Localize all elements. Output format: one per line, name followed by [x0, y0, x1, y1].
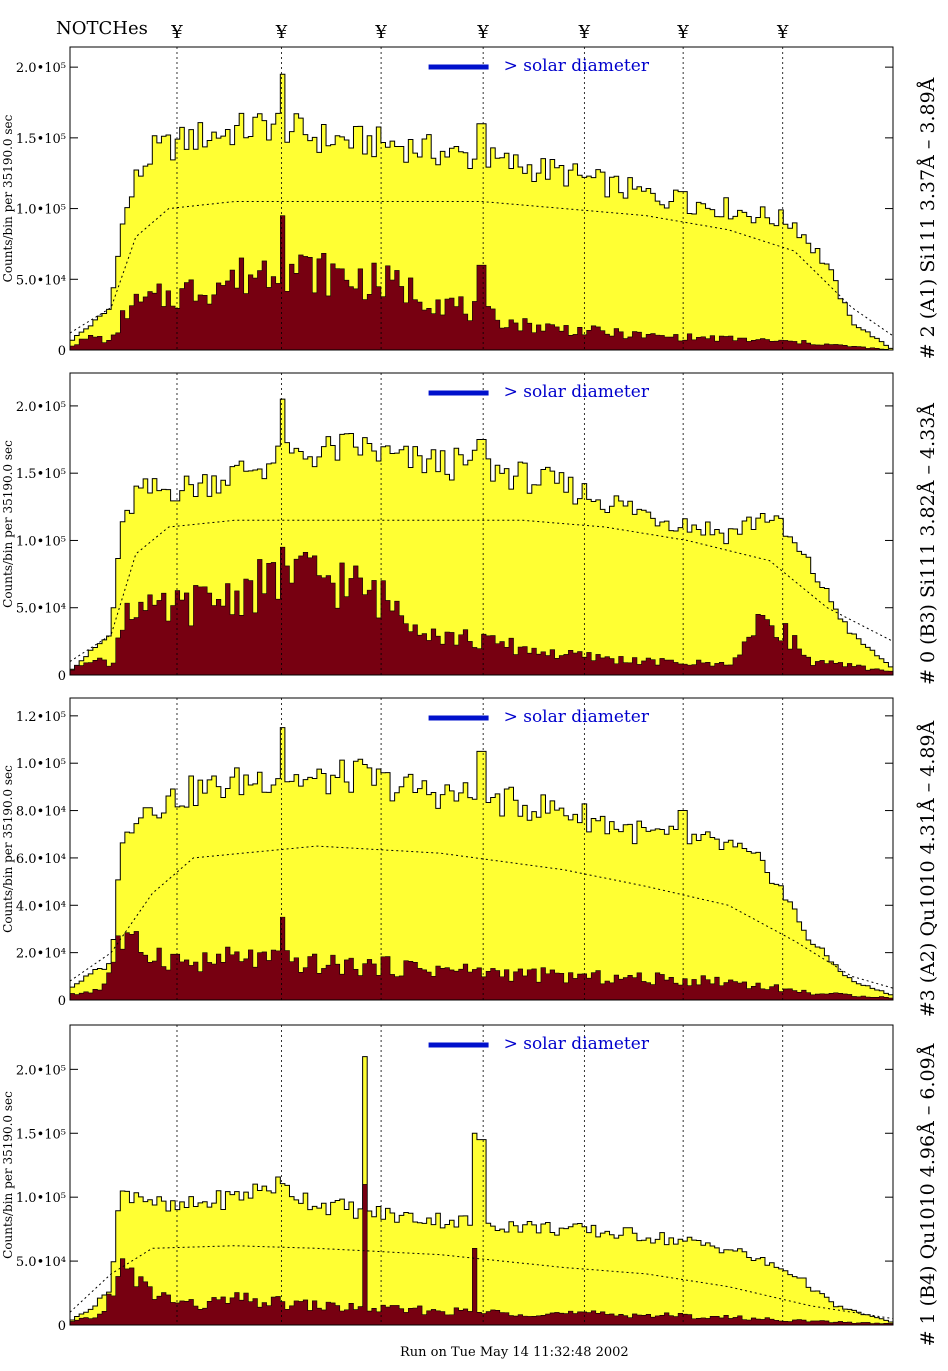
legend-text: > solar diameter [504, 707, 650, 727]
y-axis-label: Counts/bin per 35190.0 sec [1, 440, 15, 608]
model-curve [69, 519, 894, 662]
plot-frame [69, 372, 894, 676]
model-curve [69, 845, 894, 989]
y-tick-label: 1.0•10⁵ [16, 757, 66, 772]
chart-panel-2: 0 5.0•10⁴ 1.0•10⁵ 1.5•10⁵ 2.0•10⁵ Counts/bin … [1, 372, 939, 685]
y-tick-label: 2.0•10⁵ [16, 61, 66, 76]
y-tick-label: 0 [58, 344, 66, 359]
legend-text: > solar diameter [504, 56, 650, 76]
notch-symbol: ¥ [476, 22, 489, 43]
y-tick-label: 5.0•10⁴ [16, 273, 66, 288]
notch-symbol: ¥ [776, 22, 789, 43]
legend-text: > solar diameter [504, 1034, 650, 1054]
notch-symbol: ¥ [374, 22, 387, 43]
chart-panel-1: 0 5.0•10⁴ 1.0•10⁵ 1.5•10⁵ 2.0•10⁵ Counts/bin … [1, 46, 939, 359]
y-tick-label: 1.2•10⁵ [16, 710, 66, 725]
y-axis-label: Counts/bin per 35190.0 sec [1, 765, 15, 933]
y-tick-label: 0 [58, 1319, 66, 1334]
model-curve [69, 1245, 894, 1320]
detector-label: # 2 (A1) Si111 3.37Å – 3.89Å [917, 77, 939, 359]
y-tick-label: 2.0•10⁴ [16, 947, 66, 962]
notch-symbol: ¥ [170, 22, 183, 43]
y-tick-label: 4.0•10⁴ [16, 899, 66, 914]
notches-label: NOTCHes [56, 18, 148, 39]
y-tick-label: 8.0•10⁴ [16, 805, 66, 820]
plot-frame [69, 697, 894, 1001]
y-tick-label: 1.5•10⁵ [16, 132, 66, 147]
y-tick-label: 0 [58, 669, 66, 684]
y-axis-label: Counts/bin per 35190.0 sec [1, 1091, 15, 1259]
dark-histogram [69, 215, 894, 351]
y-tick-label: 1.5•10⁵ [16, 467, 66, 482]
detector-label: # 1 (B4) Qu1010 4.96Å – 6.09Å [917, 1043, 939, 1346]
chart-panel-4: 0 5.0•10⁴ 1.0•10⁵ 1.5•10⁵ 2.0•10⁵Counts/bin … [1, 1024, 939, 1346]
y-tick-label: 2.0•10⁵ [16, 1063, 66, 1078]
y-tick-label: 5.0•10⁴ [16, 602, 66, 617]
y-tick-label: 5.0•10⁴ [16, 1255, 66, 1270]
plot-frame [69, 46, 894, 351]
dark-histogram [69, 1184, 894, 1326]
detector-label: #3 (A2) Qu1010 4.31Å – 4.89Å [917, 720, 939, 1017]
model-curve [69, 201, 894, 337]
detector-label: # 0 (B3) Si111 3.82Å – 4.33Å [917, 403, 939, 685]
legend-text: > solar diameter [504, 382, 650, 402]
yellow-histogram [69, 1056, 894, 1326]
dark-histogram [69, 916, 894, 1001]
plot-frame [69, 1024, 894, 1326]
y-tick-label: 1.0•10⁵ [16, 203, 66, 218]
y-axis-label: Counts/bin per 35190.0 sec [1, 114, 15, 282]
y-tick-label: 2.0•10⁵ [16, 400, 66, 415]
y-tick-label: 1.0•10⁵ [16, 534, 66, 549]
notch-symbol: ¥ [676, 22, 689, 43]
y-tick-label: 1.5•10⁵ [16, 1127, 66, 1142]
run-timestamp: Run on Tue May 14 11:32:48 2002 [400, 1345, 629, 1360]
chart-panel-3: 0 2.0•10⁴ 4.0•10⁴ 6.0•10⁴ 8.0•10⁴ 1.0•10⁵ 1.2•… [1, 697, 939, 1017]
y-tick-label: 6.0•10⁴ [16, 852, 66, 867]
y-tick-label: 1.0•10⁵ [16, 1191, 66, 1206]
y-tick-label: 0 [58, 994, 66, 1009]
dark-histogram [69, 546, 894, 676]
notch-symbol: ¥ [275, 22, 288, 43]
yellow-histogram [69, 727, 894, 1001]
notch-symbol: ¥ [578, 22, 591, 43]
